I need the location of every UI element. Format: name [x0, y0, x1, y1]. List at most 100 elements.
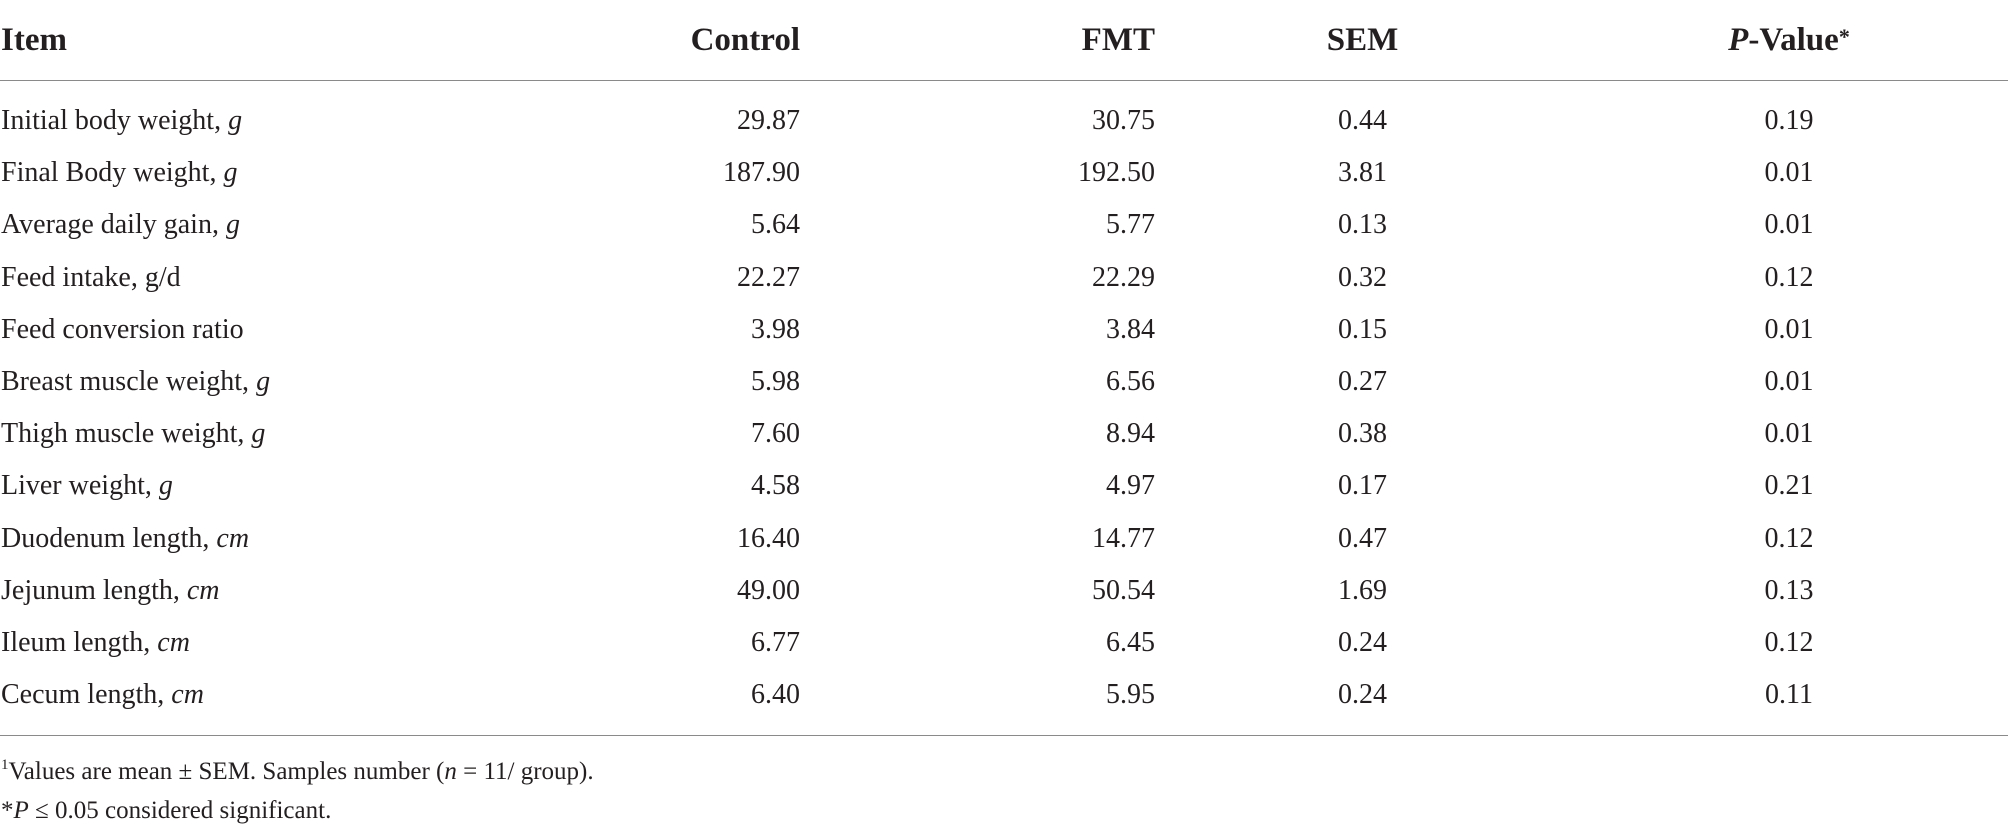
footnote-2-mark: * — [1, 797, 14, 825]
cell-p-value: 0.01 — [1764, 157, 1814, 189]
footnote-1-text-b: = 11/ group). — [456, 758, 594, 786]
table-row: Feed intake, g/d 22.27 22.29 0.32 0.12 — [0, 252, 2008, 304]
cell-p-value: 0.13 — [1764, 574, 1814, 606]
cell-p-value: 0.01 — [1764, 366, 1814, 398]
spacer-cell — [0, 81, 2008, 96]
cell-p-value: 0.11 — [1765, 679, 1813, 711]
cell-item: Initial body weight, g — [0, 95, 600, 147]
cell-p-value: 0.12 — [1764, 522, 1814, 554]
cell-item: Thigh muscle weight, g — [0, 408, 600, 460]
footnote-1: 1Values are mean ± SEM. Samples number (… — [1, 746, 2008, 791]
cell-control: 6.40 — [751, 679, 800, 711]
item-label: Jejunum length, — [1, 574, 187, 606]
cell-item: Feed conversion ratio — [0, 304, 600, 356]
item-label: Average daily gain, — [1, 209, 226, 241]
header-sem: SEM — [1155, 0, 1570, 81]
cell-fmt: 8.94 — [1106, 418, 1155, 450]
table-header-row: Item Control FMT SEM P-Value* — [0, 0, 2008, 81]
item-label: Breast muscle weight, — [1, 366, 257, 398]
item-label: Cecum length, — [1, 679, 172, 711]
results-table: Item Control FMT SEM P-Value* Initial bo… — [0, 0, 2008, 736]
item-unit: g — [251, 418, 266, 450]
cell-control: 29.87 — [737, 105, 800, 137]
cell-sem: 0.44 — [1338, 105, 1387, 137]
cell-p-value: 0.12 — [1764, 626, 1814, 658]
cell-p-value: 0.21 — [1764, 470, 1814, 502]
cell-item: Cecum length, cm — [0, 669, 600, 721]
cell-fmt: 3.84 — [1106, 313, 1155, 345]
cell-item: Liver weight, g — [0, 460, 600, 512]
item-label: Feed intake, g/d — [1, 261, 181, 293]
cell-fmt: 22.29 — [1092, 261, 1155, 293]
cell-fmt: 6.45 — [1106, 626, 1155, 658]
table-bottom-rule — [0, 735, 2008, 737]
cell-fmt: 14.77 — [1092, 522, 1155, 554]
item-unit: cm — [171, 679, 204, 711]
cell-control: 5.98 — [751, 366, 800, 398]
header-item: Item — [0, 0, 600, 81]
footnote-1-text-a: Values are mean ± SEM. Samples number ( — [8, 758, 445, 786]
cell-control: 7.60 — [751, 418, 800, 450]
item-unit: g — [228, 105, 243, 137]
header-p-mark: * — [1838, 23, 1850, 49]
cell-fmt: 4.97 — [1106, 470, 1155, 502]
spacer-row — [0, 721, 2008, 735]
cell-fmt: 5.77 — [1106, 209, 1155, 241]
cell-fmt: 50.54 — [1092, 574, 1155, 606]
cell-control: 16.40 — [737, 522, 800, 554]
footnote-2-p: P — [13, 797, 29, 825]
table-row: Duodenum length, cm 16.40 14.77 0.47 0.12 — [0, 513, 2008, 565]
table-row: Feed conversion ratio 3.98 3.84 0.15 0.01 — [0, 304, 2008, 356]
header-p-rest: -Value — [1748, 21, 1839, 58]
item-label: Thigh muscle weight, — [1, 418, 252, 450]
item-unit: cm — [216, 522, 250, 554]
cell-control: 49.00 — [737, 574, 800, 606]
item-unit: g — [223, 157, 238, 189]
cell-p-value: 0.12 — [1764, 261, 1814, 293]
cell-p-value: 0.01 — [1764, 418, 1814, 450]
item-label: Final Body weight, — [1, 157, 224, 189]
header-p-value: P-Value* — [1570, 0, 2008, 81]
cell-sem: 1.69 — [1338, 574, 1387, 606]
cell-p-value: 0.19 — [1764, 105, 1814, 137]
cell-sem: 0.24 — [1338, 679, 1387, 711]
footnote-2: *P ≤ 0.05 considered significant. — [1, 791, 2008, 830]
cell-fmt: 6.56 — [1106, 366, 1155, 398]
footnote-2-text: ≤ 0.05 considered significant. — [28, 797, 332, 825]
cell-control: 6.77 — [751, 626, 800, 658]
item-unit: cm — [186, 574, 220, 606]
table-footnotes: 1Values are mean ± SEM. Samples number (… — [0, 736, 2008, 830]
cell-sem: 0.47 — [1338, 522, 1387, 554]
footnote-1-n: n — [444, 758, 457, 786]
table-row: Liver weight, g 4.58 4.97 0.17 0.21 — [0, 460, 2008, 512]
footnote-1-mark: 1 — [1, 757, 9, 774]
cell-item: Feed intake, g/d — [0, 252, 600, 304]
cell-item: Jejunum length, cm — [0, 565, 600, 617]
item-label: Duodenum length, — [1, 522, 217, 554]
item-unit: cm — [157, 626, 190, 658]
cell-control: 187.90 — [723, 157, 800, 189]
cell-sem: 3.81 — [1338, 157, 1387, 189]
header-fmt: FMT — [800, 0, 1155, 81]
table-row: Thigh muscle weight, g 7.60 8.94 0.38 0.01 — [0, 408, 2008, 460]
cell-item: Average daily gain, g — [0, 199, 600, 251]
cell-control: 5.64 — [751, 209, 800, 241]
table-row: Jejunum length, cm 49.00 50.54 1.69 0.13 — [0, 565, 2008, 617]
spacer-cell — [0, 721, 2008, 735]
cell-p-value: 0.01 — [1764, 209, 1814, 241]
cell-fmt: 30.75 — [1092, 105, 1155, 137]
cell-item: Duodenum length, cm — [0, 513, 600, 565]
item-unit: g — [256, 366, 271, 398]
cell-sem: 0.32 — [1338, 261, 1387, 293]
item-unit: g — [158, 470, 173, 502]
cell-item: Final Body weight, g — [0, 147, 600, 199]
item-unit: g — [225, 209, 240, 241]
item-label: Feed conversion ratio — [1, 313, 244, 345]
table-row: Final Body weight, g 187.90 192.50 3.81 0.01 — [0, 147, 2008, 199]
cell-p-value: 0.01 — [1764, 313, 1814, 345]
cell-sem: 0.27 — [1338, 366, 1387, 398]
cell-fmt: 192.50 — [1078, 157, 1155, 189]
table-body: Initial body weight, g 29.87 30.75 0.44 0.19… — [0, 81, 2008, 736]
cell-sem: 0.15 — [1338, 313, 1387, 345]
table-row: Ileum length, cm 6.77 6.45 0.24 0.12 — [0, 617, 2008, 669]
